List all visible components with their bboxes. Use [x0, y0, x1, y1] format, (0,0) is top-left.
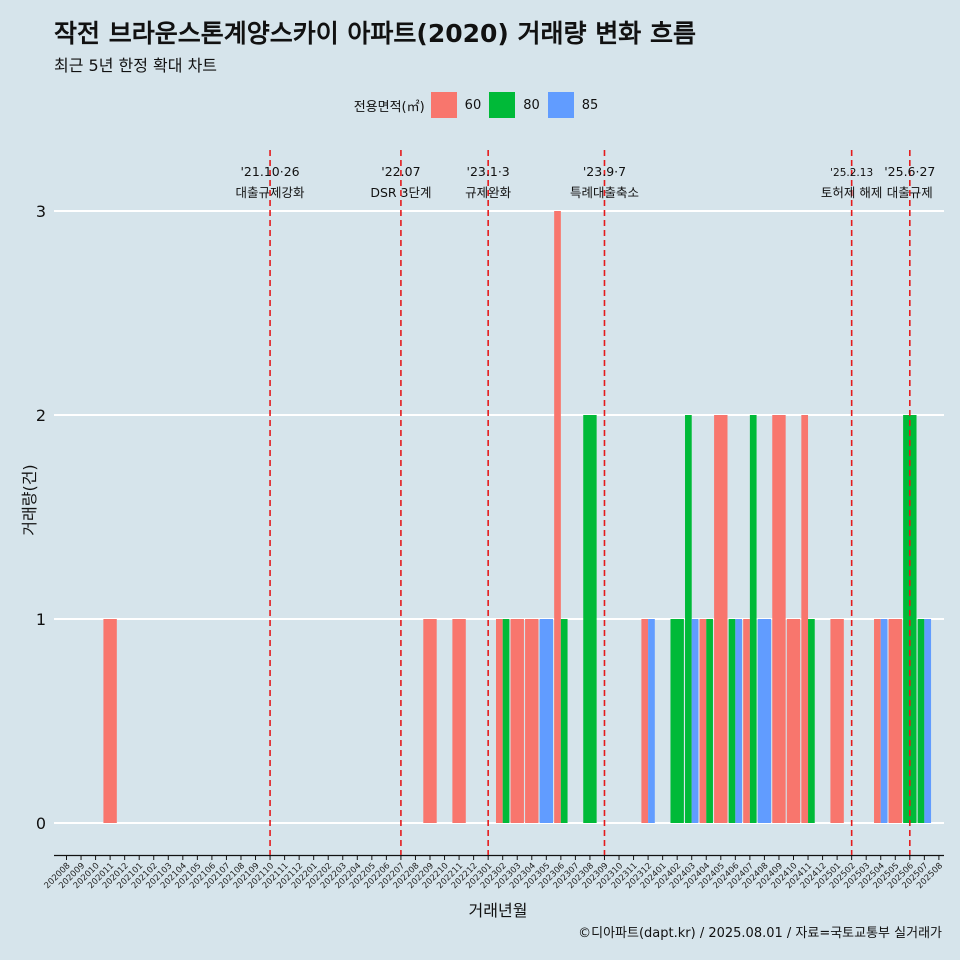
legend-swatch-85 — [547, 92, 574, 118]
bar-202501-60 — [830, 619, 844, 823]
bar-202306-60 — [554, 211, 561, 823]
bar-202011-60 — [103, 619, 117, 823]
legend-swatch-60 — [430, 92, 457, 118]
bar-202506-80 — [903, 415, 917, 823]
bar-202406-85 — [735, 619, 743, 823]
y-axis-label: 거래량(건) — [20, 464, 39, 536]
bar-202312-60 — [641, 619, 649, 823]
event-label-202207: DSR 3단계 — [370, 185, 431, 200]
x-axis-label: 거래년월 — [468, 901, 528, 920]
bar-202306-80 — [560, 619, 568, 823]
bar-202406-80 — [728, 619, 736, 823]
bar-202408-85 — [757, 619, 772, 823]
y-tick-label-0: 0 — [36, 814, 46, 833]
legend-label-80: 80 — [523, 97, 540, 113]
bar-202504-85 — [880, 619, 888, 823]
bar-202411-60 — [801, 415, 809, 823]
bar-202302-80 — [502, 619, 510, 823]
bar-202504-60 — [874, 619, 881, 823]
chart-subtitle: 최근 5년 한정 확대 차트 — [54, 56, 218, 75]
bar-202312-85 — [648, 619, 655, 823]
legend-item-85: 85 — [547, 92, 599, 118]
event-label-202110: 대출규제강화 — [236, 185, 306, 200]
event-label-202502: 토허제 해제 — [821, 185, 882, 200]
bar-202403-85 — [691, 619, 699, 823]
legend-item-60: 60 — [430, 92, 482, 118]
bar-202407-80 — [749, 415, 757, 823]
legend-label-85: 85 — [581, 97, 599, 113]
y-tick-label-3: 3 — [36, 202, 46, 221]
bar-202407-60 — [743, 619, 750, 823]
bar-202405-60 — [714, 415, 728, 823]
bar-202302-60 — [496, 619, 503, 823]
bar-202403-80 — [685, 415, 692, 823]
event-label-202506: 대출규제 — [887, 185, 933, 200]
legend: 전용면적(㎡) 60 80 85 — [0, 92, 960, 118]
legend-item-80: 80 — [489, 92, 540, 118]
source-caption: ©디아파트(dapt.kr) / 2025.08.01 / 자료=국토교통부 실… — [578, 926, 942, 941]
bar-202209-60 — [423, 619, 437, 823]
bar-202404-80 — [706, 619, 713, 823]
event-label-202301: 규제완화 — [465, 185, 512, 200]
bar-202303-60 — [510, 619, 524, 823]
bar-202304-60 — [525, 619, 539, 823]
bar-202411-80 — [808, 619, 815, 823]
bar-202507-80 — [917, 619, 925, 823]
bar-202308-80 — [583, 415, 597, 823]
event-date-202502: '25.2.13 — [830, 167, 873, 179]
legend-title: 전용면적(㎡) — [353, 99, 425, 115]
bar-202404-60 — [699, 619, 707, 823]
bar-202410-60 — [786, 619, 801, 823]
bar-202305-85 — [539, 619, 554, 823]
chart-title: 작전 브라운스톤계양스카이 아파트(2020) 거래량 변화 흐름 — [54, 19, 696, 48]
bar-202211-60 — [452, 619, 466, 823]
bar-202505-60 — [888, 619, 902, 823]
y-tick-label-1: 1 — [36, 610, 46, 629]
bar-202409-60 — [772, 415, 786, 823]
bar-202402-80 — [670, 619, 684, 823]
bar-202507-85 — [924, 619, 932, 823]
event-date-202110: '21.10·26 — [241, 164, 300, 179]
event-date-202207: '22.07 — [381, 164, 420, 179]
y-tick-label-2: 2 — [36, 406, 46, 425]
legend-swatch-80 — [489, 92, 516, 118]
event-date-202309: '23.9·7 — [583, 164, 626, 179]
event-date-202301: '23.1·3 — [467, 164, 510, 179]
event-date-202506: '25.6·27 — [884, 164, 935, 179]
event-label-202309: 특례대출축소 — [570, 185, 639, 200]
legend-label-60: 60 — [464, 97, 482, 113]
